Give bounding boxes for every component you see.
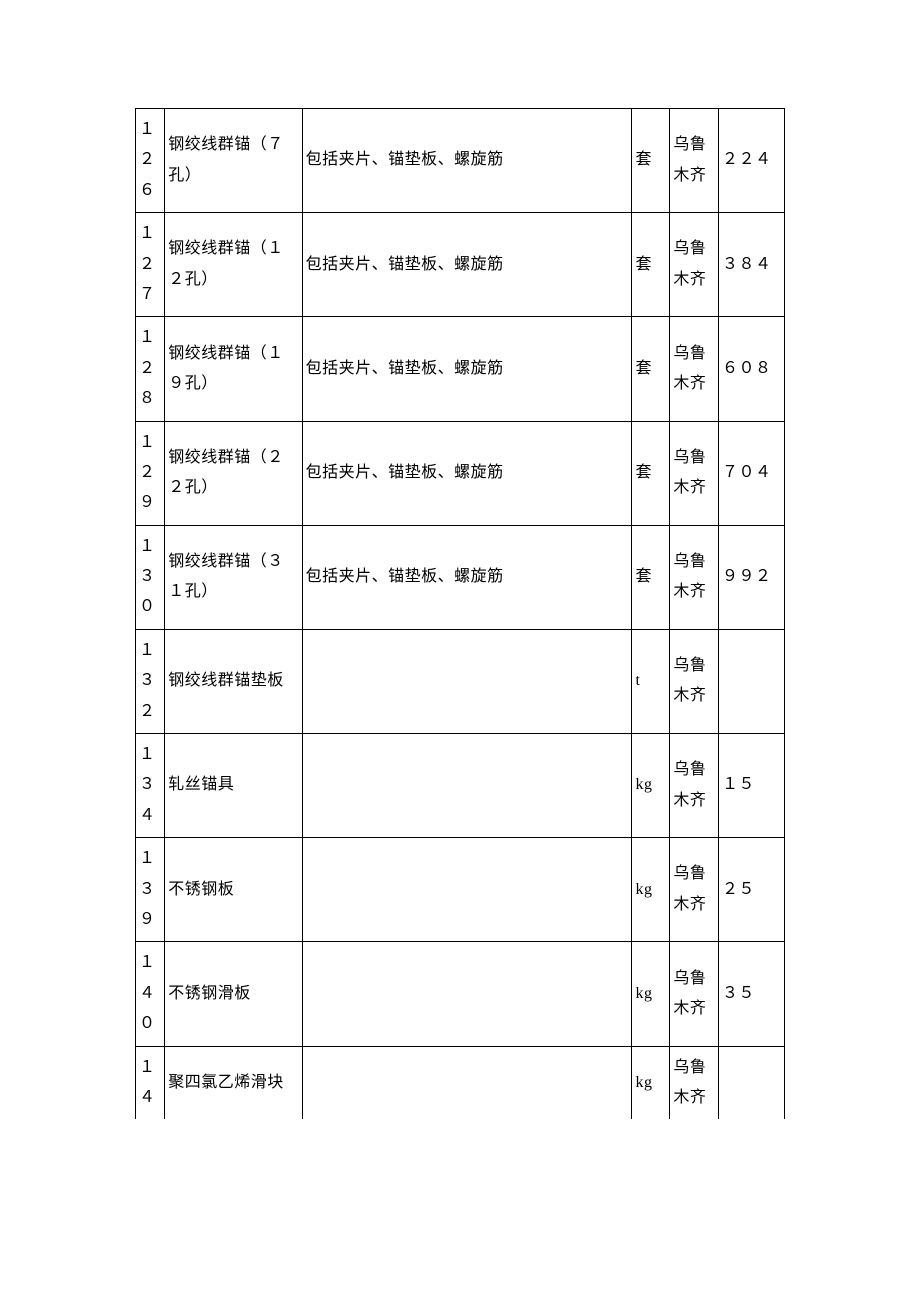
table-row: １２８钢绞线群锚（１９孔）包括夹片、锚垫板、螺旋筋套乌鲁木齐６０８	[136, 317, 785, 421]
cell-unit: kg	[632, 942, 670, 1046]
cell-index: １３４	[136, 734, 165, 838]
cell-desc	[302, 734, 632, 838]
cell-unit: 套	[632, 317, 670, 421]
table-row: １３９不锈钢板 kg乌鲁木齐２５	[136, 838, 785, 942]
cell-desc: 包括夹片、锚垫板、螺旋筋	[302, 109, 632, 213]
table-row: １２６钢绞线群锚（７孔）包括夹片、锚垫板、螺旋筋套乌鲁木齐２２４	[136, 109, 785, 213]
cell-name: 钢绞线群锚（１２孔）	[165, 213, 302, 317]
cell-location: 乌鲁木齐	[670, 213, 719, 317]
cell-price: ６０８	[718, 317, 784, 421]
cell-desc: 包括夹片、锚垫板、螺旋筋	[302, 525, 632, 629]
cell-desc: 包括夹片、锚垫板、螺旋筋	[302, 213, 632, 317]
cell-price	[718, 629, 784, 733]
cell-unit: 套	[632, 525, 670, 629]
cell-price: ７０４	[718, 421, 784, 525]
cell-name: 轧丝锚具	[165, 734, 302, 838]
cell-unit: 套	[632, 421, 670, 525]
cell-location: 乌鲁木齐	[670, 525, 719, 629]
table-row: １３２钢绞线群锚垫板 t乌鲁木齐	[136, 629, 785, 733]
cell-index: １２７	[136, 213, 165, 317]
cell-index: １３２	[136, 629, 165, 733]
cell-location: 乌鲁木齐	[670, 421, 719, 525]
cell-index: １４０	[136, 942, 165, 1046]
cell-price: ３８４	[718, 213, 784, 317]
cell-name: 钢绞线群锚垫板	[165, 629, 302, 733]
cell-price	[718, 1046, 784, 1119]
price-table: １２６钢绞线群锚（７孔）包括夹片、锚垫板、螺旋筋套乌鲁木齐２２４１２７钢绞线群锚…	[135, 108, 785, 1119]
cell-price: ９９２	[718, 525, 784, 629]
cell-unit: kg	[632, 734, 670, 838]
table-row: １３０钢绞线群锚（３１孔）包括夹片、锚垫板、螺旋筋套乌鲁木齐９９２	[136, 525, 785, 629]
cell-name: 不锈钢板	[165, 838, 302, 942]
table-row: １２７钢绞线群锚（１２孔）包括夹片、锚垫板、螺旋筋套乌鲁木齐３８４	[136, 213, 785, 317]
cell-location: 乌鲁木齐	[670, 734, 719, 838]
table-row: １３４轧丝锚具 kg乌鲁木齐１５	[136, 734, 785, 838]
cell-name: 钢绞线群锚（１９孔）	[165, 317, 302, 421]
cell-location: 乌鲁木齐	[670, 1046, 719, 1119]
cell-price: ３５	[718, 942, 784, 1046]
cell-index: １２６	[136, 109, 165, 213]
cell-unit: 套	[632, 109, 670, 213]
cell-desc	[302, 629, 632, 733]
cell-index: １３９	[136, 838, 165, 942]
cell-unit: kg	[632, 1046, 670, 1119]
cell-desc	[302, 838, 632, 942]
cell-location: 乌鲁木齐	[670, 317, 719, 421]
table-row: １４聚四氯乙烯滑块 kg乌鲁木齐	[136, 1046, 785, 1119]
cell-desc: 包括夹片、锚垫板、螺旋筋	[302, 317, 632, 421]
cell-unit: t	[632, 629, 670, 733]
cell-price: １５	[718, 734, 784, 838]
cell-name: 钢绞线群锚（７孔）	[165, 109, 302, 213]
cell-location: 乌鲁木齐	[670, 942, 719, 1046]
cell-price: ２２４	[718, 109, 784, 213]
price-table-body: １２６钢绞线群锚（７孔）包括夹片、锚垫板、螺旋筋套乌鲁木齐２２４１２７钢绞线群锚…	[136, 109, 785, 1120]
table-row: １４０不锈钢滑板 kg乌鲁木齐３５	[136, 942, 785, 1046]
cell-name: 钢绞线群锚（２２孔）	[165, 421, 302, 525]
cell-unit: kg	[632, 838, 670, 942]
cell-location: 乌鲁木齐	[670, 629, 719, 733]
cell-location: 乌鲁木齐	[670, 109, 719, 213]
cell-location: 乌鲁木齐	[670, 838, 719, 942]
cell-desc: 包括夹片、锚垫板、螺旋筋	[302, 421, 632, 525]
cell-price: ２５	[718, 838, 784, 942]
page-container: １２６钢绞线群锚（７孔）包括夹片、锚垫板、螺旋筋套乌鲁木齐２２４１２７钢绞线群锚…	[0, 0, 920, 1302]
table-row: １２９钢绞线群锚（２２孔）包括夹片、锚垫板、螺旋筋套乌鲁木齐７０４	[136, 421, 785, 525]
cell-index: １４	[136, 1046, 165, 1119]
cell-name: 不锈钢滑板	[165, 942, 302, 1046]
cell-desc	[302, 942, 632, 1046]
cell-index: １３０	[136, 525, 165, 629]
cell-unit: 套	[632, 213, 670, 317]
cell-desc	[302, 1046, 632, 1119]
cell-index: １２９	[136, 421, 165, 525]
cell-name: 聚四氯乙烯滑块	[165, 1046, 302, 1119]
cell-index: １２８	[136, 317, 165, 421]
cell-name: 钢绞线群锚（３１孔）	[165, 525, 302, 629]
